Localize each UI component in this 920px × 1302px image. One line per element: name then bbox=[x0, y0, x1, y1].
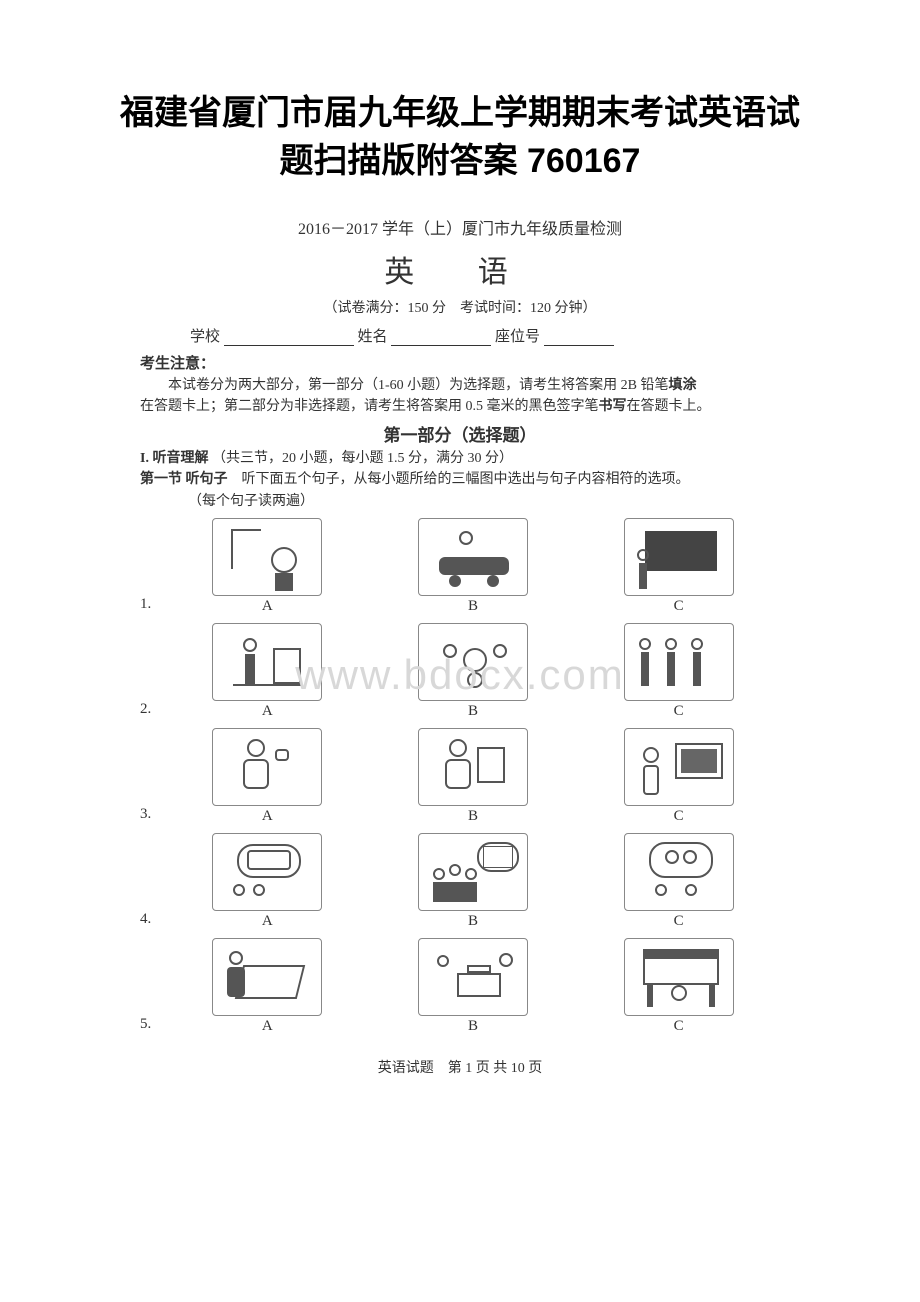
notice-title: 考生注意： bbox=[140, 352, 780, 373]
option-label: C bbox=[674, 913, 684, 930]
exam-meta: （试卷满分：150 分 考试时间：120 分钟） bbox=[140, 297, 780, 317]
student-info-row: 学校 姓名 座位号 bbox=[140, 325, 780, 346]
question-number: 2. bbox=[140, 701, 166, 720]
option-label: A bbox=[262, 703, 273, 720]
option-label: A bbox=[262, 808, 273, 825]
sketch-icon bbox=[212, 938, 322, 1016]
listening-title-rest: （共三节，20 小题，每小题 1.5 分，满分 30 分） bbox=[212, 451, 513, 466]
question-number: 5. bbox=[140, 1016, 166, 1035]
scanned-exam-area: 2016－2017 学年（上）厦门市九年级质量检测 英 语 （试卷满分：150 … bbox=[140, 215, 780, 1077]
option-label: B bbox=[468, 913, 478, 930]
document-page: 福建省厦门市届九年级上学期期末考试英语试 题扫描版附答案 760167 2016… bbox=[0, 0, 920, 1117]
seat-blank[interactable] bbox=[544, 345, 614, 346]
section1-header: 第一节 听句子 听下面五个句子，从每小题所给的三幅图中选出与句子内容相符的选项。 bbox=[140, 469, 780, 490]
option-label: C bbox=[674, 598, 684, 615]
option-label: A bbox=[262, 598, 273, 615]
document-title: 福建省厦门市届九年级上学期期末考试英语试 题扫描版附答案 760167 bbox=[60, 90, 860, 185]
option-label: B bbox=[468, 808, 478, 825]
sketch-icon bbox=[212, 518, 322, 596]
notice-line1: 本试卷分为两大部分，第一部分（1-60 小题）为选择题，请考生将答案用 2B 铅… bbox=[168, 378, 669, 393]
question-row: 1. A bbox=[140, 518, 780, 615]
sketch-icon bbox=[212, 623, 322, 701]
option-b[interactable]: B bbox=[372, 728, 575, 825]
sketch-icon bbox=[624, 728, 734, 806]
option-b[interactable]: B bbox=[372, 518, 575, 615]
sketch-icon bbox=[418, 623, 528, 701]
page-footer: 英语试题 第 1 页 共 10 页 bbox=[140, 1057, 780, 1077]
option-c[interactable]: C bbox=[577, 518, 780, 615]
sketch-icon bbox=[418, 938, 528, 1016]
title-line-2: 题扫描版附答案 760167 bbox=[280, 142, 641, 180]
notice-bold1: 填涂 bbox=[669, 378, 697, 393]
listening-header: I. 听音理解 （共三节，20 小题，每小题 1.5 分，满分 30 分） bbox=[140, 448, 780, 469]
part1-title: 第一部分（选择题） bbox=[140, 421, 780, 446]
question-row: 2. A bbox=[140, 623, 780, 720]
seat-label: 座位号 bbox=[495, 329, 540, 345]
section1-bold: 第一节 听句子 bbox=[140, 472, 228, 487]
option-label: B bbox=[468, 703, 478, 720]
option-a[interactable]: A bbox=[166, 728, 369, 825]
school-blank[interactable] bbox=[224, 345, 354, 346]
option-group: A B bbox=[166, 938, 780, 1035]
sketch-icon bbox=[624, 833, 734, 911]
option-a[interactable]: A bbox=[166, 938, 369, 1035]
sketch-icon bbox=[418, 518, 528, 596]
name-blank[interactable] bbox=[391, 345, 491, 346]
question-number: 1. bbox=[140, 596, 166, 615]
sketch-icon bbox=[418, 728, 528, 806]
option-c[interactable]: C bbox=[577, 833, 780, 930]
option-label: C bbox=[674, 703, 684, 720]
question-row: 3. A B bbox=[140, 728, 780, 825]
sketch-icon bbox=[624, 518, 734, 596]
notice-body: 本试卷分为两大部分，第一部分（1-60 小题）为选择题，请考生将答案用 2B 铅… bbox=[140, 375, 780, 396]
option-a[interactable]: A bbox=[166, 833, 369, 930]
option-b[interactable]: B bbox=[372, 623, 575, 720]
option-a[interactable]: A bbox=[166, 518, 369, 615]
option-group: A B C bbox=[166, 728, 780, 825]
notice-line2: 在答题卡上；第二部分为非选择题，请考生将答案用 0.5 毫米的黑色签字笔书写在答… bbox=[140, 396, 780, 417]
name-label: 姓名 bbox=[358, 329, 388, 345]
option-label: B bbox=[468, 1018, 478, 1035]
question-number: 4. bbox=[140, 911, 166, 930]
option-group: A B C bbox=[166, 518, 780, 615]
option-c[interactable]: C bbox=[577, 623, 780, 720]
option-a[interactable]: A bbox=[166, 623, 369, 720]
section1-rest: 听下面五个句子，从每小题所给的三幅图中选出与句子内容相符的选项。 bbox=[228, 472, 690, 487]
question-row: 4. A bbox=[140, 833, 780, 930]
option-b[interactable]: B bbox=[372, 938, 575, 1035]
exam-year-header: 2016－2017 学年（上）厦门市九年级质量检测 bbox=[140, 215, 780, 239]
option-group: A B bbox=[166, 833, 780, 930]
notice-bold2: 书写 bbox=[599, 399, 627, 414]
notice-line2-pre: 在答题卡上；第二部分为非选择题，请考生将答案用 0.5 毫米的黑色签字笔 bbox=[140, 399, 599, 414]
option-group: A B bbox=[166, 623, 780, 720]
question-number: 3. bbox=[140, 806, 166, 825]
option-c[interactable]: C bbox=[577, 728, 780, 825]
listening-title-bold: I. 听音理解 bbox=[140, 451, 208, 466]
option-label: A bbox=[262, 1018, 273, 1035]
sketch-icon bbox=[624, 938, 734, 1016]
option-label: A bbox=[262, 913, 273, 930]
sketch-icon bbox=[418, 833, 528, 911]
section1-note: （每个句子读两遍） bbox=[140, 490, 780, 510]
school-label: 学校 bbox=[190, 329, 220, 345]
option-c[interactable]: C bbox=[577, 938, 780, 1035]
option-b[interactable]: B bbox=[372, 833, 575, 930]
notice-line2-post: 在答题卡上。 bbox=[627, 399, 711, 414]
option-label: B bbox=[468, 598, 478, 615]
option-label: C bbox=[674, 808, 684, 825]
sketch-icon bbox=[624, 623, 734, 701]
title-line-1: 福建省厦门市届九年级上学期期末考试英语试 bbox=[120, 94, 800, 132]
exam-subject: 英 语 bbox=[140, 247, 780, 291]
sketch-icon bbox=[212, 833, 322, 911]
option-label: C bbox=[674, 1018, 684, 1035]
question-row: 5. A B bbox=[140, 938, 780, 1035]
sketch-icon bbox=[212, 728, 322, 806]
